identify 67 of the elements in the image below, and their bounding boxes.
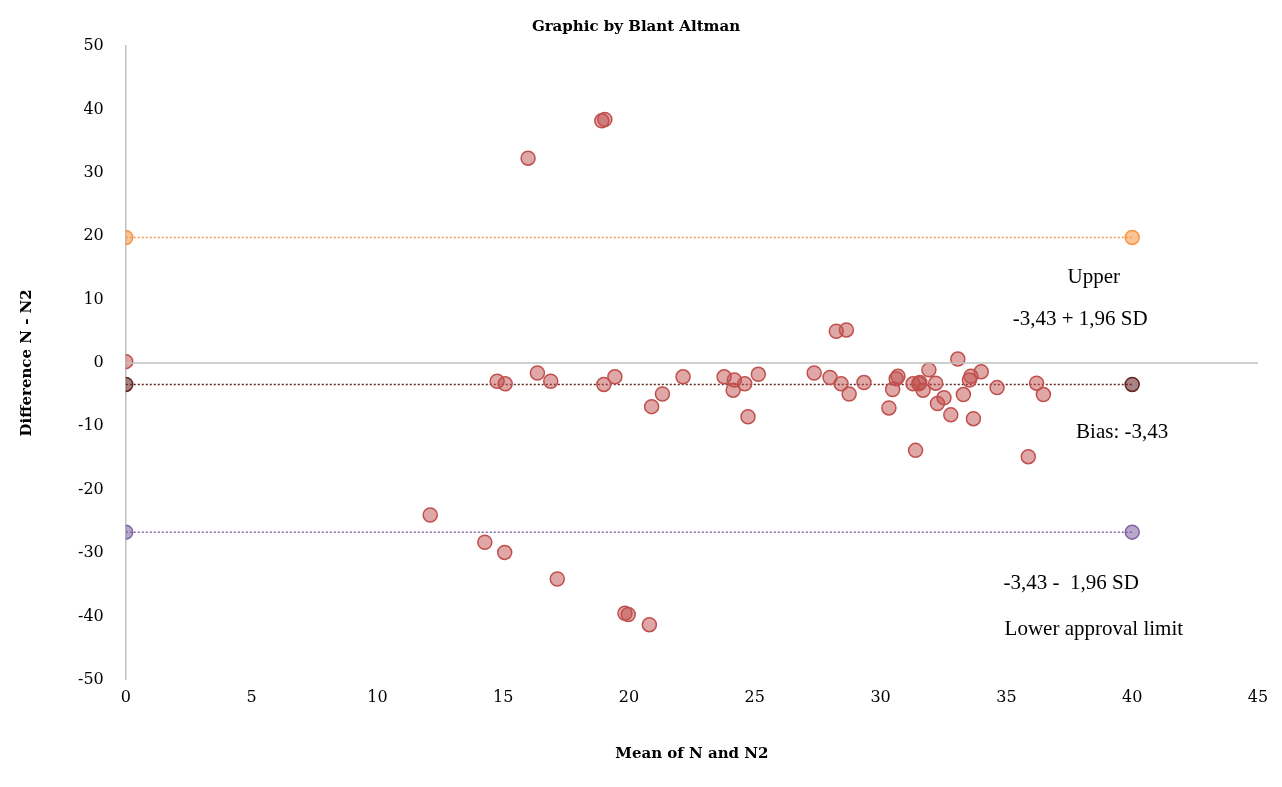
point bbox=[422, 507, 438, 523]
point bbox=[943, 407, 959, 423]
point bbox=[856, 374, 872, 391]
point bbox=[740, 409, 756, 425]
point bbox=[750, 366, 767, 383]
point bbox=[725, 382, 741, 398]
point bbox=[881, 400, 897, 416]
y-tick-label: -20 bbox=[78, 478, 104, 498]
y-tick-label: -40 bbox=[78, 605, 104, 625]
x-tick-label: 20 bbox=[618, 686, 640, 706]
point bbox=[654, 386, 671, 402]
point bbox=[1035, 386, 1052, 403]
y-tick-label: 30 bbox=[83, 161, 104, 181]
y-tick-label: -30 bbox=[78, 542, 104, 562]
point bbox=[838, 322, 855, 338]
point bbox=[1028, 375, 1045, 391]
x-tick-label: 35 bbox=[996, 686, 1017, 706]
x-tick-label: 30 bbox=[870, 686, 891, 706]
point bbox=[936, 390, 952, 406]
x-tick-label: 45 bbox=[1247, 686, 1269, 706]
point bbox=[643, 398, 660, 415]
point bbox=[965, 410, 982, 427]
point bbox=[736, 376, 753, 392]
y-tick-label: -10 bbox=[78, 415, 104, 435]
point bbox=[927, 375, 944, 391]
point bbox=[973, 364, 989, 380]
point bbox=[955, 386, 972, 403]
point bbox=[921, 362, 937, 378]
point bbox=[806, 365, 822, 381]
point bbox=[907, 442, 924, 459]
x-tick-label: 25 bbox=[744, 686, 765, 706]
point bbox=[822, 369, 838, 386]
point bbox=[841, 386, 857, 402]
x-tick-label: 10 bbox=[367, 686, 388, 706]
chart-title: Graphic by Blant Altman bbox=[531, 16, 741, 35]
y-tick-label: 10 bbox=[83, 288, 104, 308]
point bbox=[833, 376, 849, 392]
point bbox=[496, 544, 513, 561]
x-axis-title: Mean of N and N2 bbox=[615, 743, 769, 762]
point bbox=[607, 369, 623, 385]
point bbox=[915, 382, 931, 398]
y-tick-label: 40 bbox=[83, 98, 104, 118]
annotation: Upper bbox=[1067, 263, 1121, 288]
annotation: -3,43 + 1,96 SD bbox=[1012, 306, 1148, 331]
point bbox=[641, 616, 658, 633]
point bbox=[497, 376, 513, 392]
y-tick-label: 0 bbox=[93, 352, 104, 372]
point bbox=[989, 379, 1005, 396]
y-axis-title: Difference N - N2 bbox=[16, 289, 35, 437]
point bbox=[1020, 448, 1037, 465]
y-tick-label: 20 bbox=[83, 225, 104, 245]
annotation: Bias: -3,43 bbox=[1076, 419, 1169, 444]
x-tick-label: 0 bbox=[120, 686, 131, 706]
point bbox=[477, 534, 493, 551]
y-tick-label: -50 bbox=[78, 668, 104, 688]
annotation: -3,43 - 1,96 SD bbox=[1003, 569, 1139, 594]
point bbox=[549, 571, 566, 587]
x-tick-label: 40 bbox=[1122, 686, 1143, 706]
x-tick-label: 5 bbox=[246, 686, 257, 706]
y-tick-label: 50 bbox=[83, 35, 104, 55]
x-tick-label: 15 bbox=[493, 686, 514, 706]
point bbox=[542, 373, 559, 390]
point bbox=[529, 365, 546, 381]
point bbox=[675, 369, 691, 385]
point bbox=[520, 150, 536, 166]
annotation: Lower approval limit bbox=[1004, 615, 1184, 640]
point bbox=[596, 376, 612, 393]
